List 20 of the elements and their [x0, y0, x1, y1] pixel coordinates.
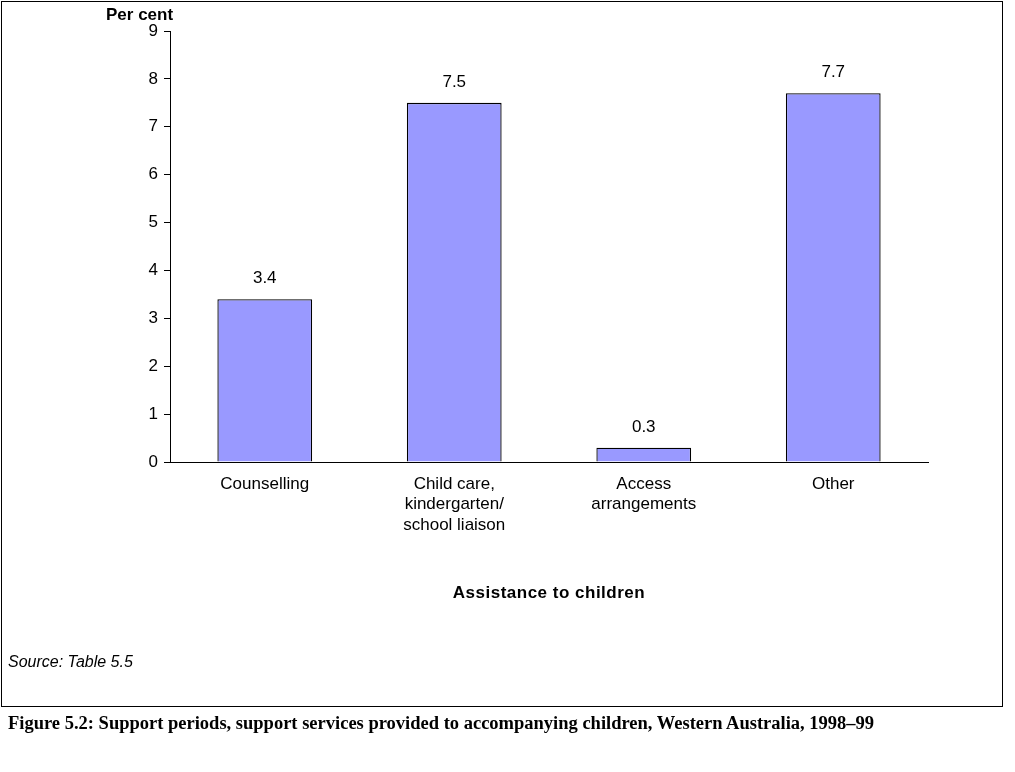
x-tick-label: Child care, kindergarten/ school liaison — [403, 473, 506, 534]
data-label: 7.5 — [442, 72, 467, 92]
y-tick-label: 8 — [148, 68, 158, 88]
source-note: Source: Table 5.5 — [8, 653, 133, 671]
y-tick-label: 3 — [148, 308, 158, 328]
text: Figure 5.2: Support periods, support services provided to accompanying children, Western Australia, 1998–99 — [8, 712, 876, 735]
y-tick-label: 1 — [148, 403, 158, 423]
x-axis-title: Assistance to children — [451, 583, 647, 603]
data-label: 7.7 — [821, 62, 846, 82]
data-label: 3.4 — [252, 268, 277, 288]
y-tick-label: 5 — [148, 212, 158, 232]
x-tick-label: Other — [811, 473, 855, 493]
data-label: 0.3 — [631, 416, 656, 436]
y-tick-label: 4 — [148, 260, 158, 280]
y-tick-label: 2 — [148, 355, 158, 375]
y-tick-label: 0 — [148, 451, 158, 471]
y-tick-label: 7 — [148, 116, 158, 136]
x-tick-label: Access arrangements — [591, 473, 697, 514]
y-tick-label: 6 — [148, 164, 158, 184]
x-tick-label: Counselling — [220, 473, 310, 493]
